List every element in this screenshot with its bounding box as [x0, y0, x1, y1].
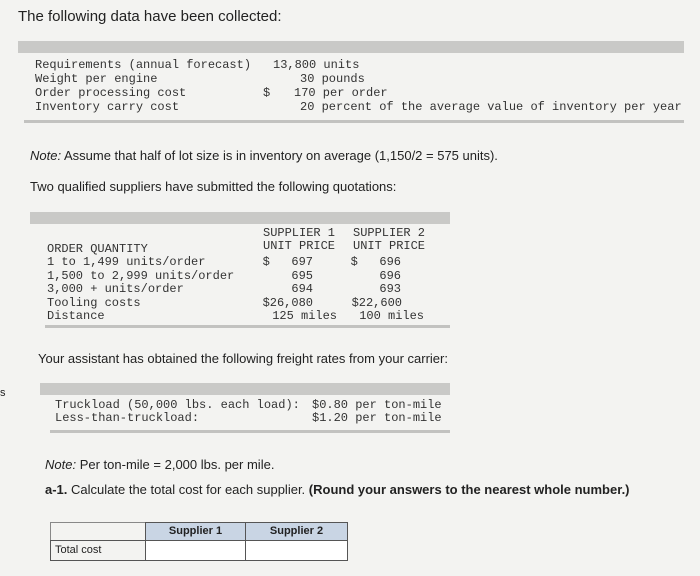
- table-rule: [50, 430, 450, 433]
- row-value: 13,800 units: [273, 58, 360, 72]
- note-label: Note:: [30, 148, 62, 163]
- column-header: UNIT PRICE: [263, 239, 336, 253]
- row-value: $1.20 per ton-mile: [312, 411, 442, 425]
- edge-fragment: s: [0, 387, 6, 399]
- supplier-1-value: $ 697: [262, 255, 313, 270]
- supplier-2-value: 693: [379, 282, 401, 297]
- row-label: Order processing cost: [35, 86, 187, 100]
- question-instruction: (Round your answers to the nearest whole…: [308, 482, 630, 497]
- table-bar: [18, 41, 684, 53]
- supplier-1-value: 695: [291, 268, 313, 283]
- row-label: Tooling costs: [47, 295, 141, 310]
- note: Note: Assume that half of lot size is in…: [30, 149, 498, 163]
- row-label: Inventory carry cost: [35, 100, 180, 114]
- supplier-2-value: $22,600: [351, 295, 402, 310]
- header-cell: Supplier 1: [145, 522, 246, 541]
- row-label: Weight per engine: [35, 72, 158, 86]
- note: Note: Per ton-mile = 2,000 lbs. per mile…: [45, 458, 274, 472]
- supplier-1-value: 694: [291, 282, 313, 297]
- row-label: 1 to 1,499 units/order: [47, 255, 206, 270]
- column-header: SUPPLIER 1: [263, 226, 336, 240]
- freight-intro: Your assistant has obtained the followin…: [38, 351, 448, 366]
- row-label-cell: Total cost: [50, 540, 146, 561]
- row-label: Total cost: [55, 544, 102, 556]
- supplier-2-value: 696: [379, 268, 401, 283]
- row-label: Truckload (50,000 lbs. each load):: [55, 398, 300, 412]
- row-label: 1,500 to 2,999 units/order: [47, 268, 235, 283]
- question-text: Calculate the total cost for each suppli…: [71, 482, 306, 497]
- header-cell: [50, 522, 146, 541]
- table-bar: [30, 212, 450, 224]
- row-value: 20 percent of the average value of inven…: [300, 100, 682, 114]
- note-text: Per ton-mile = 2,000 lbs. per mile.: [79, 457, 275, 472]
- row-value: 30 pounds: [300, 72, 365, 86]
- supplier-2-value: $ 696: [350, 255, 401, 270]
- row-label: Requirements (annual forecast): [35, 58, 252, 72]
- row-label: ORDER QUANTITY: [47, 242, 148, 256]
- row-value: 170 per order: [294, 86, 388, 100]
- table-rule: [45, 325, 450, 328]
- answer-input[interactable]: [145, 540, 246, 561]
- supplier-1-value: 125 miles: [272, 309, 337, 323]
- column-header: UNIT PRICE: [353, 239, 426, 253]
- row-value: $0.80 per ton-mile: [312, 398, 442, 412]
- note-label: Note:: [45, 457, 77, 472]
- table-bar: [40, 383, 450, 395]
- intro: The following data have been collected:: [18, 8, 282, 25]
- row-label: Distance: [47, 309, 105, 323]
- answer-input[interactable]: [245, 540, 348, 561]
- supplier-2-value: 100 miles: [359, 309, 424, 323]
- supplier-1-value: $26,080: [262, 295, 313, 310]
- row-label: Less-than-truckload:: [55, 411, 200, 425]
- note-text: Assume that half of lot size is in inven…: [63, 148, 498, 163]
- question: a-1. Calculate the total cost for each s…: [45, 483, 630, 497]
- column-header: Supplier 1: [168, 525, 223, 537]
- column-header: Supplier 2: [269, 525, 324, 537]
- question-number: a-1.: [45, 482, 68, 497]
- column-header: SUPPLIER 2: [353, 226, 426, 240]
- table-rule: [24, 120, 684, 123]
- currency: $: [263, 86, 271, 100]
- quotes-intro: Two qualified suppliers have submitted t…: [30, 179, 397, 194]
- header-cell: Supplier 2: [245, 522, 348, 541]
- row-label: 3,000 + units/order: [47, 282, 184, 297]
